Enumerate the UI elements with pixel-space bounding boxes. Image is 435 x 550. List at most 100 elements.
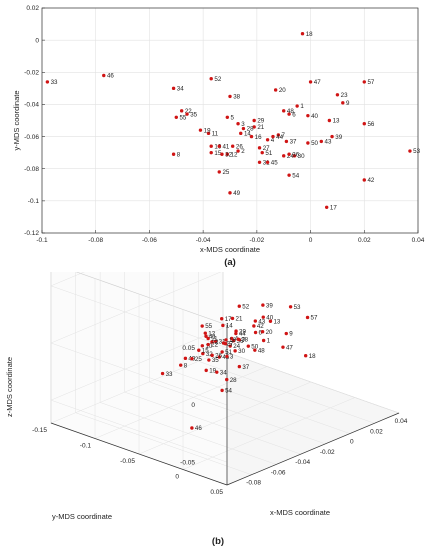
- point-label: 3: [230, 354, 234, 361]
- point-label: 20: [266, 329, 273, 336]
- data-point: [179, 109, 184, 113]
- data-point: [292, 154, 297, 158]
- point-label: 6: [259, 330, 263, 337]
- data-point: [206, 131, 211, 136]
- data-point: [207, 358, 211, 362]
- x-tick-label: -0.04: [295, 459, 310, 466]
- point-label: 22: [185, 108, 192, 115]
- data-point: [236, 337, 240, 341]
- point-label: 16: [255, 134, 262, 141]
- data-point: [228, 94, 232, 99]
- point-label: 30: [298, 153, 305, 160]
- x-tick-label: -0.1: [36, 237, 48, 244]
- y-tick-label: 0: [35, 37, 39, 44]
- points-b: 1749425425314524308123236155125327102641…: [160, 302, 318, 432]
- data-point: [228, 191, 232, 195]
- point-label: 15: [202, 347, 209, 354]
- data-point: [230, 316, 235, 321]
- data-point: [276, 133, 281, 137]
- data-point: [210, 353, 214, 358]
- data-point: [287, 152, 291, 156]
- data-point: [300, 32, 305, 36]
- data-point: [229, 336, 234, 341]
- grid-line: [182, 397, 356, 470]
- point-label: 55: [179, 114, 186, 121]
- y-tick-label: -0.08: [24, 166, 39, 173]
- point-label: 41: [222, 143, 229, 150]
- data-point: [308, 80, 313, 84]
- grid-line: [50, 399, 228, 463]
- point-label: 17: [330, 204, 337, 211]
- point-label: 13: [273, 318, 280, 325]
- subplot-label-b: (b): [212, 536, 224, 547]
- data-point: [45, 80, 50, 84]
- data-point: [225, 115, 230, 119]
- panes-b: [50, 272, 400, 486]
- point-label: 34: [177, 86, 184, 93]
- point-label: 48: [287, 108, 294, 115]
- point-label: 12: [231, 151, 238, 158]
- data-point: [273, 88, 278, 92]
- data-point: [171, 152, 176, 156]
- data-point: [261, 315, 265, 319]
- point-label: 23: [341, 92, 348, 99]
- point-label: 57: [367, 79, 374, 86]
- data-point: [220, 350, 224, 354]
- point-label: 14: [244, 131, 251, 138]
- data-point: [268, 319, 273, 323]
- data-point: [217, 144, 221, 148]
- point-label: 13: [333, 118, 340, 125]
- data-point: [237, 304, 241, 308]
- grid-line: [94, 366, 268, 439]
- data-point: [234, 331, 238, 336]
- z-tick-label: -0.05: [180, 459, 195, 466]
- point-label: 19: [204, 127, 211, 134]
- point-label: 17: [225, 316, 232, 323]
- ticks-b: -0.08 -0.06 -0.04 -0.02 0 0.02 0.04 -0.15 -0.1 -0…: [32, 325, 408, 496]
- point-label: 25: [222, 169, 229, 176]
- x-tick-label: -0.06: [142, 237, 157, 244]
- z-tick-label: 0.05: [182, 345, 195, 352]
- points-a: 1234567891011121314151617181920212223242…: [45, 31, 421, 211]
- point-label: 8: [177, 151, 181, 158]
- point-label: 38: [241, 336, 248, 343]
- data-point: [260, 150, 264, 155]
- point-label: 32: [206, 351, 213, 358]
- data-point: [225, 377, 229, 382]
- x-tick-label: -0.08: [88, 237, 103, 244]
- point-label: 50: [311, 140, 318, 147]
- data-point: [213, 339, 218, 344]
- point-label: 2: [241, 148, 245, 155]
- data-point: [217, 355, 222, 359]
- point-label: 3: [241, 121, 245, 128]
- point-label: 32: [225, 151, 232, 158]
- grid-line: [50, 285, 228, 349]
- data-point: [160, 371, 165, 376]
- y-tick-label: 0.05: [210, 489, 223, 496]
- x-axis-label-b: x-MDS coordinate: [270, 508, 330, 517]
- point-label: 10: [205, 343, 212, 350]
- data-point: [271, 134, 275, 139]
- data-point: [198, 128, 203, 132]
- data-point: [200, 344, 205, 348]
- y-tick-label: -0.05: [120, 458, 135, 465]
- data-point: [206, 336, 210, 341]
- data-point: [253, 348, 257, 352]
- data-point: [237, 364, 242, 369]
- data-point: [230, 144, 235, 148]
- point-label: 26: [236, 143, 243, 150]
- point-label: 27: [263, 145, 270, 152]
- point-label: 36: [237, 338, 244, 345]
- y-tick-label: -0.1: [28, 198, 40, 205]
- grid-a: [41, 7, 419, 234]
- grid-line: [138, 381, 312, 455]
- data-point: [233, 349, 237, 353]
- data-point: [257, 160, 262, 164]
- data-point: [190, 426, 194, 430]
- point-label: 53: [413, 148, 420, 155]
- data-point: [261, 303, 265, 307]
- point-label: 24: [287, 153, 294, 160]
- data-point: [306, 113, 310, 118]
- z-tick-label: 0: [191, 402, 195, 409]
